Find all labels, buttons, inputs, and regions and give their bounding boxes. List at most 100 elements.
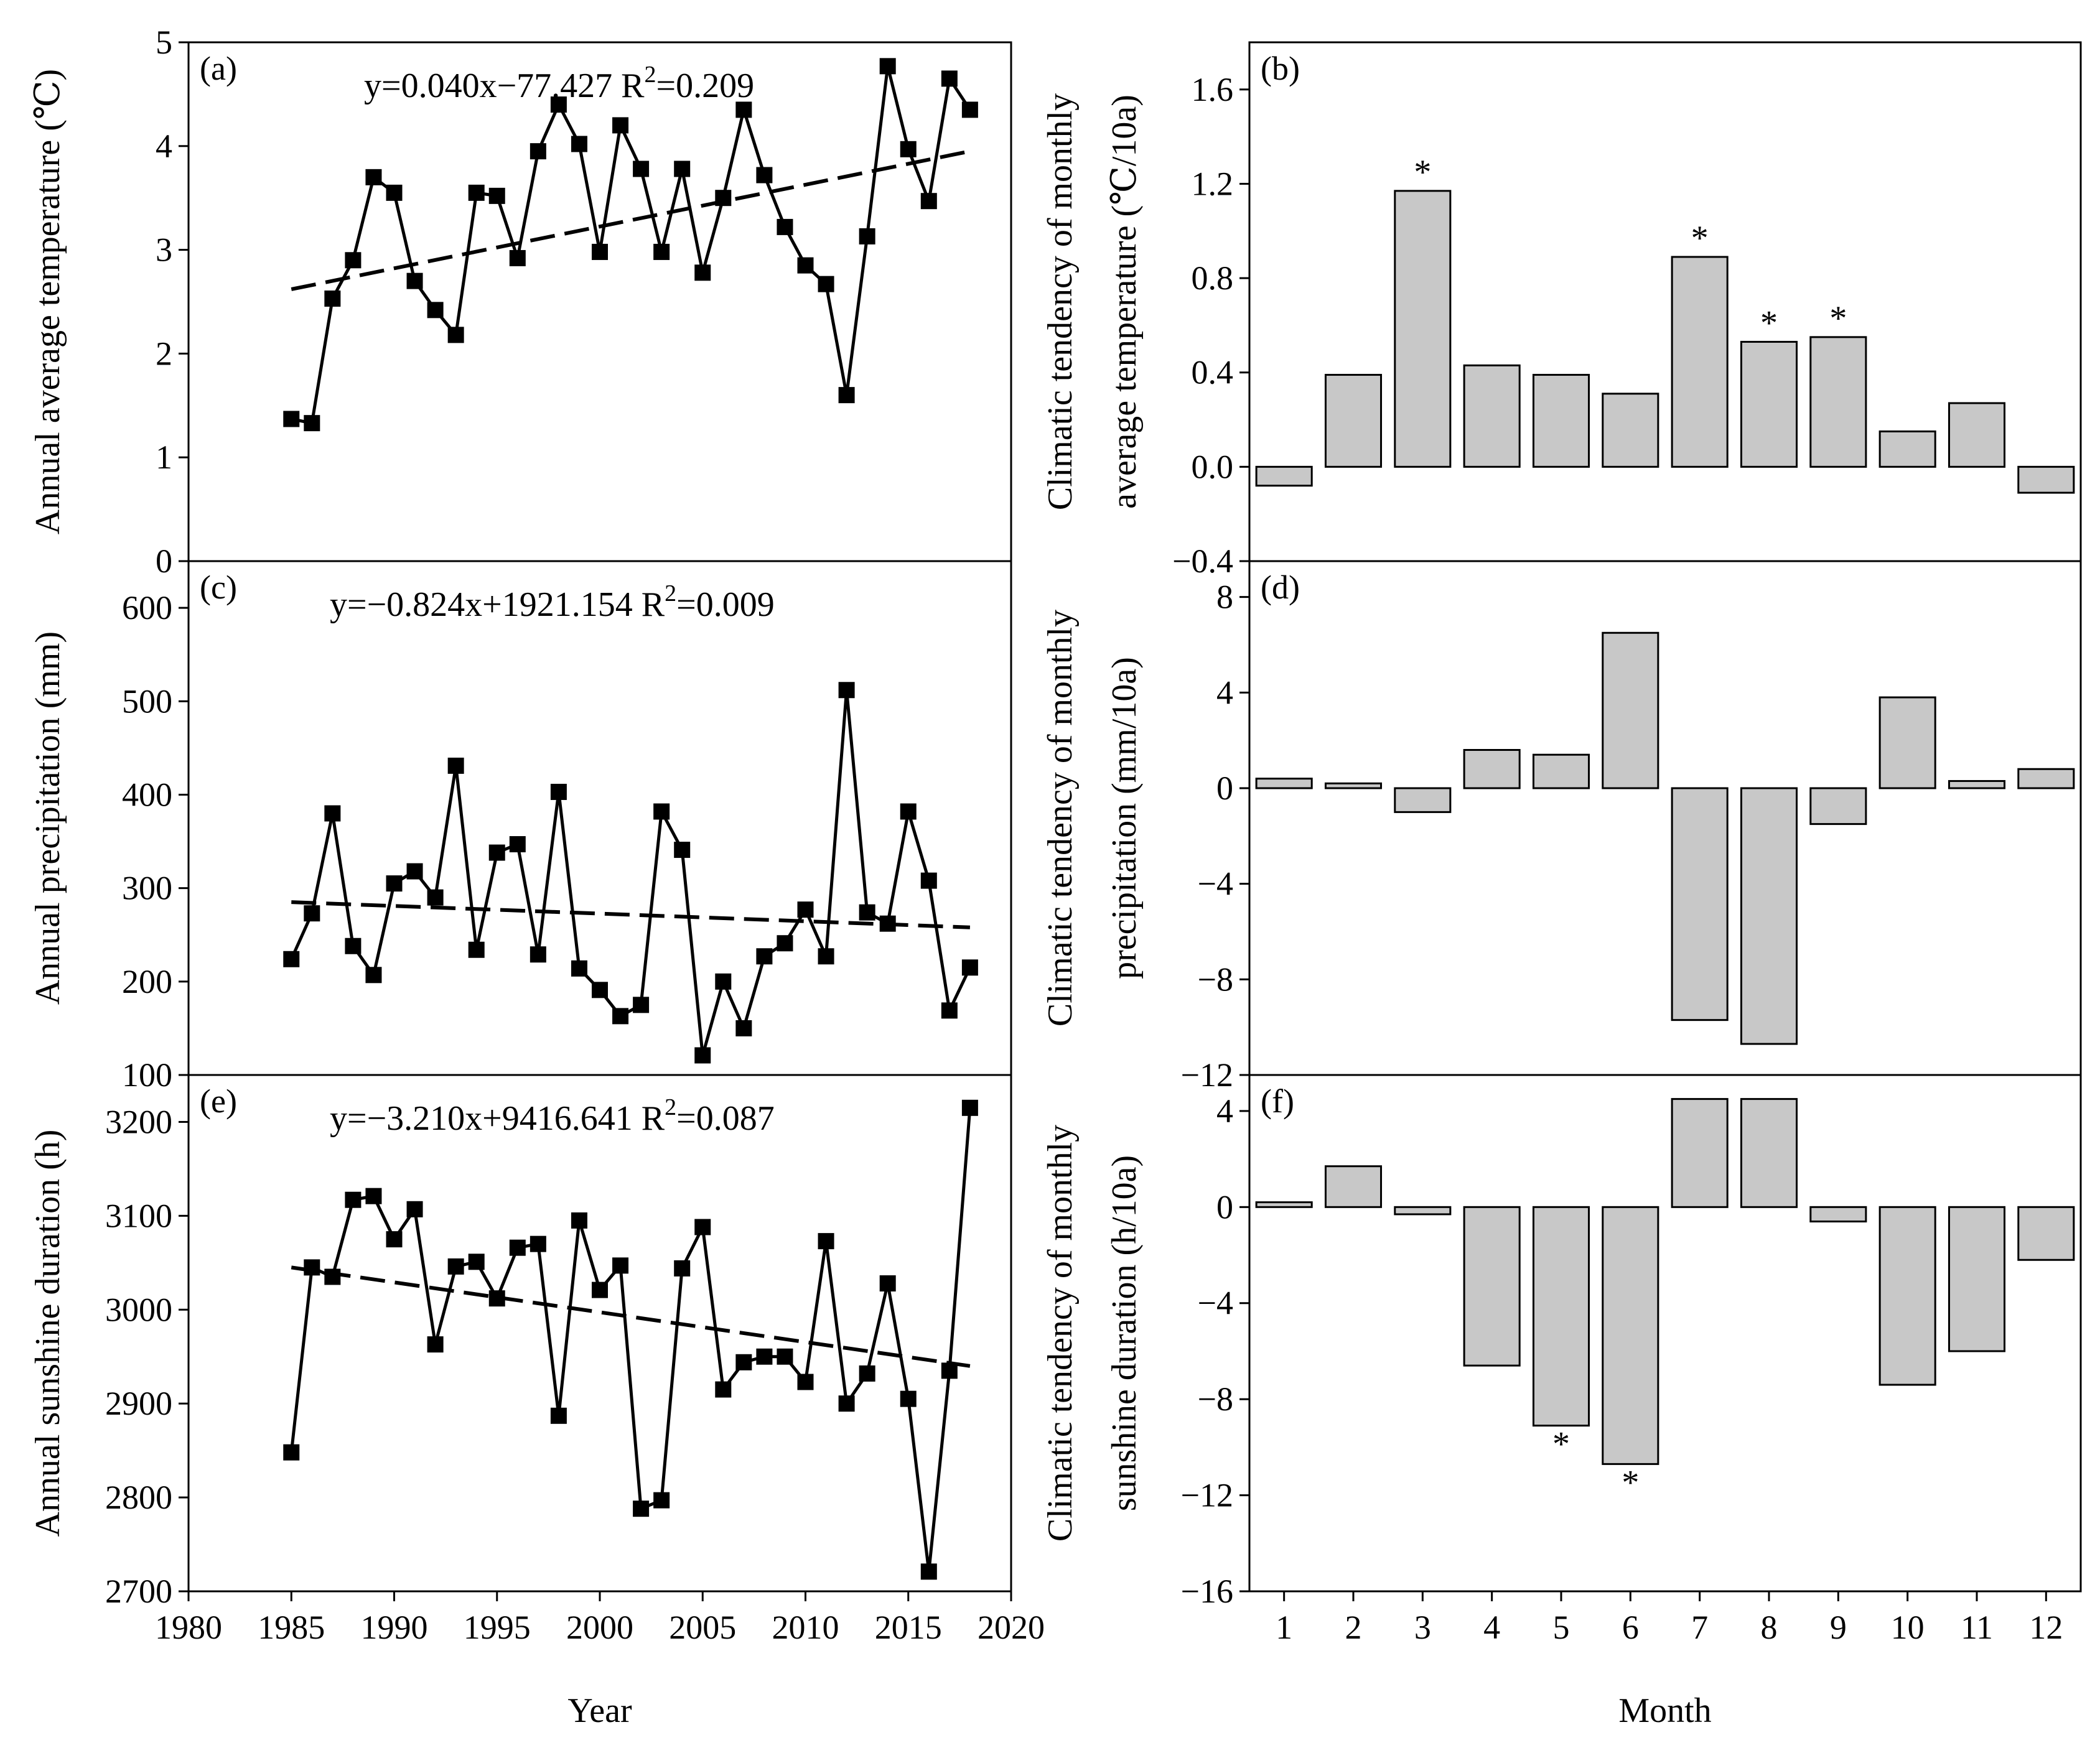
data-point: [900, 803, 917, 820]
data-point: [818, 276, 834, 292]
y-tick-label: 8: [1216, 579, 1233, 616]
panel-label-a: (a): [200, 50, 237, 87]
x-tick-label: 11: [1961, 1609, 1993, 1646]
y-tick-label: −16: [1181, 1573, 1233, 1610]
data-point: [365, 967, 382, 984]
data-point: [694, 1047, 711, 1064]
bar-month-7: [1671, 256, 1729, 468]
equation-superscript: 2: [665, 580, 676, 607]
bar-month-11: [1948, 402, 2006, 468]
bar-month-4: [1463, 749, 1521, 789]
data-point: [324, 805, 341, 822]
data-point: [674, 161, 691, 177]
bar-month-8: [1740, 1098, 1798, 1208]
data-point: [468, 1254, 485, 1270]
data-point: [838, 387, 855, 404]
y-tick-label: 2800: [105, 1479, 172, 1516]
bar-month-1: [1255, 465, 1313, 487]
panel-f-ylabel-line2: sunshine duration (h/10a): [1105, 1155, 1144, 1511]
data-point: [304, 905, 320, 922]
data-point: [818, 948, 834, 965]
panel-label-d: (d): [1261, 569, 1300, 606]
panel-d-bars: [1255, 631, 2075, 1045]
data-point: [468, 184, 485, 201]
panel-d-ylabel-line1: Climatic tendency of monthly: [1041, 610, 1080, 1026]
panel-b-y-axis: −0.4 0.0 0.4 0.8 1.2 1.6: [1172, 71, 1249, 580]
equation-r2: =0.087: [676, 1099, 775, 1138]
panel-b-frame: [1248, 41, 2082, 562]
bar-month-6: [1602, 1206, 1659, 1465]
x-axis-title-month: Month: [1618, 1691, 1711, 1730]
data-point: [509, 1239, 526, 1256]
data-point: [488, 1290, 505, 1307]
y-tick-label: −8: [1198, 961, 1233, 998]
data-point: [365, 1188, 382, 1204]
bar-month-10: [1878, 696, 1936, 789]
data-point: [612, 1008, 629, 1025]
data-point: [324, 1268, 341, 1285]
x-tick-label: 2000: [566, 1609, 633, 1646]
panel-c-y-axis: 100 200 300 400 500 600: [122, 589, 189, 1094]
data-point: [633, 997, 650, 1013]
data-point: [653, 1492, 670, 1509]
bar-month-3: [1394, 190, 1452, 468]
data-point: [550, 1407, 567, 1424]
bar-month-12: [2017, 768, 2075, 789]
data-point: [653, 803, 670, 820]
data-point: [879, 58, 896, 75]
y-tick-label: 5: [156, 24, 172, 61]
x-tick-label: 10: [1891, 1609, 1925, 1646]
data-point: [571, 1212, 587, 1229]
y-tick-label: 0.8: [1192, 259, 1234, 297]
data-point: [797, 1374, 814, 1390]
data-point: [406, 272, 423, 289]
x-tick-label: 2015: [875, 1609, 942, 1646]
x-tick-label: 5: [1553, 1609, 1570, 1646]
y-tick-label: 2: [156, 335, 172, 372]
panel-label-e: (e): [200, 1082, 237, 1120]
panel-d-frame: [1248, 560, 2082, 1076]
data-point: [571, 136, 587, 152]
bar-month-6: [1602, 393, 1659, 468]
bar-month-10: [1878, 430, 1936, 468]
panel-e-markers: [283, 1099, 978, 1580]
data-point: [283, 1444, 300, 1461]
x-tick-label: 1: [1276, 1609, 1292, 1646]
data-point: [304, 1259, 320, 1276]
data-point: [386, 875, 403, 892]
panel-c-ylabel: Annual precipitation (mm): [29, 631, 67, 1005]
y-tick-label: 100: [122, 1056, 172, 1094]
data-point: [715, 190, 732, 207]
panel-f-frame: [1248, 1074, 2082, 1593]
bar-month-10: [1878, 1206, 1936, 1386]
data-point: [447, 1258, 464, 1275]
data-point: [920, 193, 937, 210]
panel-e-trend-line: [291, 1265, 971, 1368]
bar-month-9: [1809, 1206, 1867, 1222]
panel-c-markers: [283, 682, 978, 1064]
y-tick-label: 0: [156, 542, 172, 580]
data-point: [735, 101, 752, 118]
bar-month-4: [1463, 1206, 1521, 1367]
data-point: [406, 863, 423, 880]
bar-month-5: [1532, 374, 1590, 468]
panel-c-equation: y=−0.824x+1921.154 R2=0.009: [330, 580, 775, 624]
y-tick-label: 400: [122, 776, 172, 813]
x-tick-label: 6: [1622, 1609, 1639, 1646]
data-point: [324, 290, 341, 307]
x-axis-title-year: Year: [567, 1691, 632, 1730]
data-point: [468, 941, 485, 958]
equation-r2: =0.009: [676, 585, 775, 624]
panel-a-frame: [187, 41, 1012, 562]
panel-d-ylabel-line2: precipitation (mm/10a): [1105, 657, 1144, 979]
data-point: [447, 757, 464, 774]
data-point: [961, 101, 978, 118]
y-tick-label: 4: [1216, 674, 1233, 711]
equation-text: y=0.040x−77.427 R: [364, 67, 645, 105]
panel-e-frame: [187, 1074, 1012, 1593]
data-point: [756, 167, 773, 184]
bar-month-2: [1324, 374, 1383, 468]
panel-b-ylabel-line2: average temperature (℃/10a): [1105, 95, 1144, 509]
bar-month-11: [1948, 1206, 2006, 1352]
